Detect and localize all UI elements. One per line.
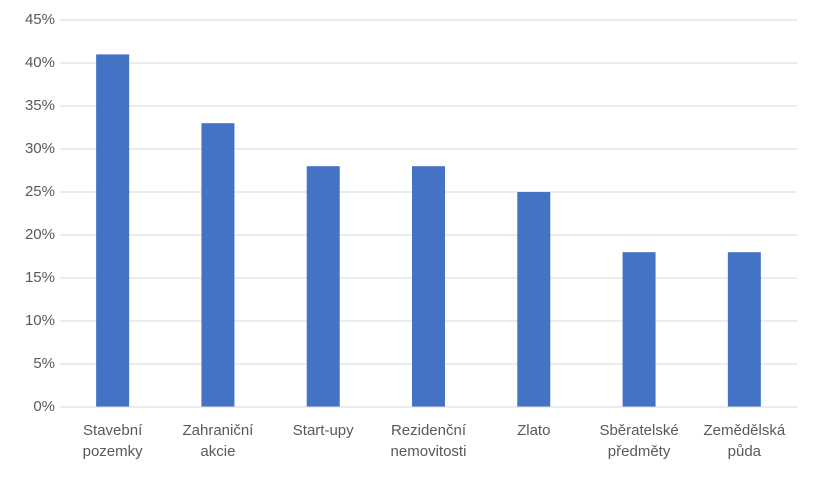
bar [727, 252, 761, 407]
y-tick-label: 35% [25, 97, 55, 114]
x-tick-label: Zlato [517, 422, 551, 439]
y-tick-label: 30% [25, 140, 55, 157]
x-tick-label: Zemědělská půda [703, 422, 786, 460]
x-tick-label: Rezidenční nemovitosti [390, 422, 467, 460]
bar [517, 192, 551, 407]
bar [201, 123, 235, 407]
y-tick-label: 40% [25, 54, 55, 71]
bar [306, 166, 340, 407]
y-tick-label: 45% [25, 11, 55, 28]
y-tick-label: 25% [25, 183, 55, 200]
y-tick-label: 10% [25, 312, 55, 329]
bar [96, 54, 130, 408]
bar [622, 252, 656, 407]
x-tick-label: Stavební pozemky [82, 422, 143, 460]
x-tick-label: Zahraniční akcie [182, 422, 254, 460]
x-tick-label: Sběratelské předměty [599, 422, 679, 460]
bar [412, 166, 445, 407]
y-tick-label: 0% [33, 398, 55, 415]
y-tick-label: 20% [25, 226, 55, 243]
x-tick-label: Start-upy [292, 422, 354, 439]
y-tick-label: 15% [25, 269, 55, 286]
y-tick-label: 5% [33, 355, 55, 372]
